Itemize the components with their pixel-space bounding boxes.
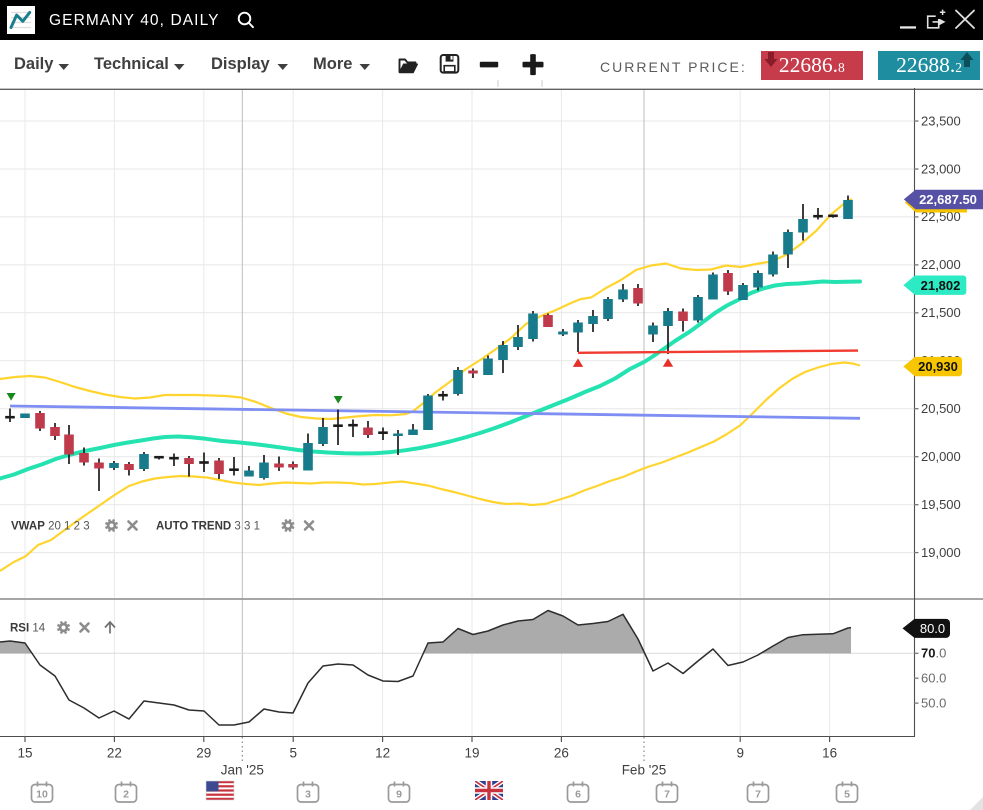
svg-text:29: 29 xyxy=(196,746,211,761)
svg-text:23,500: 23,500 xyxy=(921,113,961,128)
svg-text:VWAP 20 1 2 3: VWAP 20 1 2 3 xyxy=(11,521,90,533)
svg-text:15: 15 xyxy=(17,746,32,761)
svg-text:21,500: 21,500 xyxy=(921,305,961,320)
svg-text:RSI 14: RSI 14 xyxy=(10,623,46,635)
svg-text:19,000: 19,000 xyxy=(921,545,961,560)
svg-text:16: 16 xyxy=(822,746,837,761)
svg-text:23,000: 23,000 xyxy=(921,161,961,176)
svg-text:5: 5 xyxy=(844,789,850,801)
svg-text:10: 10 xyxy=(36,789,48,801)
svg-text:2: 2 xyxy=(123,789,129,801)
svg-text:22,687.50: 22,687.50 xyxy=(919,192,977,207)
svg-text:6: 6 xyxy=(575,789,581,801)
svg-text:Jan '25: Jan '25 xyxy=(221,763,264,778)
svg-text:7: 7 xyxy=(755,789,761,801)
svg-text:22,500: 22,500 xyxy=(921,209,961,224)
svg-text:22: 22 xyxy=(107,746,122,761)
svg-text:5: 5 xyxy=(289,746,297,761)
svg-text:Feb '25: Feb '25 xyxy=(622,763,667,778)
svg-text:22,000: 22,000 xyxy=(921,257,961,272)
svg-text:60.0: 60.0 xyxy=(921,671,946,686)
svg-text:9: 9 xyxy=(736,746,744,761)
svg-text:26: 26 xyxy=(554,746,569,761)
svg-text:3: 3 xyxy=(305,789,311,801)
svg-text:20,930: 20,930 xyxy=(918,359,958,374)
svg-text:70.0: 70.0 xyxy=(921,646,946,661)
svg-text:9: 9 xyxy=(396,789,402,801)
svg-text:20,500: 20,500 xyxy=(921,401,961,416)
svg-text:12: 12 xyxy=(375,746,390,761)
svg-text:7: 7 xyxy=(664,789,670,801)
svg-text:AUTO TREND 3 3 1: AUTO TREND 3 3 1 xyxy=(156,521,260,533)
svg-text:20,000: 20,000 xyxy=(921,449,961,464)
svg-text:19,500: 19,500 xyxy=(921,497,961,512)
svg-text:19: 19 xyxy=(464,746,479,761)
svg-text:50.0: 50.0 xyxy=(921,695,946,710)
svg-text:21,802: 21,802 xyxy=(921,278,961,293)
svg-text:80.0: 80.0 xyxy=(920,621,945,636)
